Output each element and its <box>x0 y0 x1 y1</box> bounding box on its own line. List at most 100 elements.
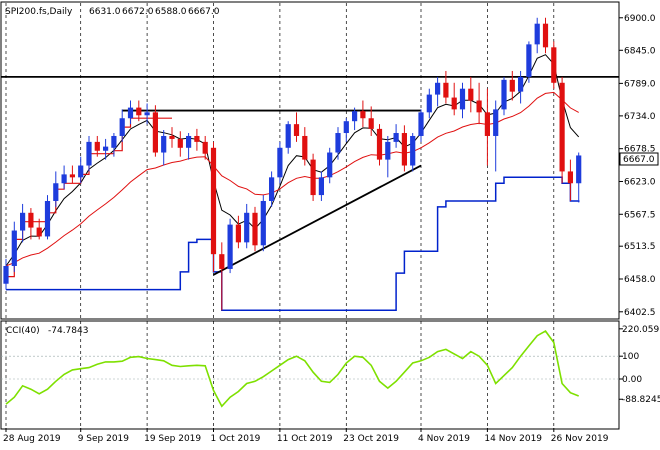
candle-body-18 <box>152 112 158 153</box>
candle-body-47 <box>393 133 399 142</box>
candle-body-25 <box>210 147 217 255</box>
date-label-6: 4 Nov 2019 <box>418 434 470 444</box>
candle-body-12 <box>103 146 109 151</box>
candle-body-3 <box>28 212 34 228</box>
date-label-1: 9 Sep 2019 <box>78 434 130 444</box>
candle-body-45 <box>376 128 383 160</box>
main-panel-frame <box>0 1 620 320</box>
candle-body-7 <box>61 174 67 184</box>
cci-value: -74.7843 <box>48 326 88 336</box>
candle-body-58 <box>484 112 490 136</box>
candle-body-31 <box>260 200 266 246</box>
candle-body-16 <box>136 107 142 116</box>
date-label-2: 19 Sep 2019 <box>144 434 201 444</box>
candle-body-1 <box>11 230 17 266</box>
ohlc-high: 6672.0 <box>122 7 154 17</box>
candle-body-15 <box>127 107 134 119</box>
candle-body-8 <box>69 174 75 178</box>
last-price-tag <box>619 152 659 166</box>
candle-body-69 <box>576 155 582 184</box>
price-tick-label-5: 6678.5 <box>624 145 656 155</box>
rising-trendline <box>213 164 422 276</box>
candle-body-52 <box>435 82 441 95</box>
chart-symbol: SPI200.fs,Daily <box>5 7 73 17</box>
date-label-8: 26 Nov 2019 <box>551 434 609 444</box>
support-channel-line <box>6 176 580 312</box>
candle-body-4 <box>36 227 42 237</box>
candle-body-46 <box>385 141 391 160</box>
vertical-gridlines <box>5 3 555 428</box>
last-price-label: 6667.0 <box>623 155 655 165</box>
candle-body-34 <box>285 124 291 148</box>
candle-body-39 <box>327 152 333 178</box>
fast-moving-average <box>5 54 580 267</box>
price-tick-label-3: 6567.5 <box>624 210 656 220</box>
candle-body-63 <box>526 44 532 77</box>
candle-body-44 <box>368 118 374 129</box>
date-label-7: 14 Nov 2019 <box>484 434 542 444</box>
candle-body-21 <box>177 138 183 148</box>
date-label-3: 1 Oct 2019 <box>211 434 261 444</box>
candle-body-0 <box>3 265 9 284</box>
candle-body-59 <box>493 109 499 136</box>
price-tick-label-0: 6402.5 <box>624 308 656 318</box>
cci-tick-label-0: 220.059 <box>622 325 659 335</box>
date-label-0: 28 Aug 2019 <box>3 434 61 444</box>
candle-body-5 <box>44 200 51 237</box>
candle-body-14 <box>119 118 125 136</box>
candle-body-51 <box>426 94 432 113</box>
price-tick-label-6: 6734.0 <box>624 112 656 122</box>
candle-body-29 <box>244 212 250 243</box>
candle-body-61 <box>509 79 515 92</box>
candle-body-13 <box>111 135 117 148</box>
candle-body-68 <box>567 171 573 184</box>
cci-tick-label-1: 100 <box>622 352 639 362</box>
candle-body-64 <box>534 23 540 45</box>
candle-body-17 <box>144 112 150 116</box>
candle-body-60 <box>501 79 507 110</box>
candle-body-11 <box>94 141 100 151</box>
indicator-panel-frame <box>0 320 620 430</box>
candle-body-32 <box>269 177 275 201</box>
candle-body-66 <box>551 47 557 83</box>
date-label-4: 11 Oct 2019 <box>277 434 333 444</box>
date-label-5: 23 Oct 2019 <box>343 434 399 444</box>
candle-body-33 <box>277 147 283 178</box>
candle-body-30 <box>252 212 258 246</box>
candlestick-series <box>3 17 582 311</box>
date-axis: 28 Aug 2019 9 Sep 2019 19 Sep 2019 1 Oct 20… <box>3 428 609 444</box>
candle-body-42 <box>352 111 358 122</box>
cci-name: CCI(40) <box>6 326 40 336</box>
candle-body-9 <box>78 165 84 178</box>
candle-body-57 <box>476 100 482 113</box>
price-tick-label-8: 6845.0 <box>624 46 656 56</box>
candle-body-10 <box>86 141 92 166</box>
candle-body-56 <box>468 88 474 101</box>
candle-body-40 <box>335 133 341 153</box>
candle-body-48 <box>401 133 407 166</box>
candle-body-37 <box>310 159 316 196</box>
candle-body-50 <box>418 112 424 136</box>
candle-body-20 <box>169 135 175 139</box>
candle-body-62 <box>518 76 524 92</box>
ohlc-low: 6588.0 <box>155 7 187 17</box>
candle-body-2 <box>20 212 26 231</box>
price-tick-label-7: 6789.0 <box>624 79 656 89</box>
cci-indicator <box>1 330 619 408</box>
ohlc-close: 6667.0 <box>188 7 220 17</box>
candle-body-19 <box>161 135 167 153</box>
candle-body-43 <box>360 111 366 119</box>
price-axis: 6402.5 6458.0 6513.5 6567.5 6623.0 6678.5 6734… <box>619 14 660 405</box>
candle-body-23 <box>194 135 200 142</box>
candle-body-27 <box>227 224 233 269</box>
candle-body-54 <box>451 97 457 110</box>
candle-body-26 <box>219 254 225 269</box>
candle-body-22 <box>186 135 192 148</box>
candle-body-49 <box>410 135 416 166</box>
candle-body-55 <box>459 88 466 110</box>
price-tick-label-9: 6900.0 <box>624 14 656 24</box>
price-tick-label-4: 6623.0 <box>624 177 656 187</box>
slow-moving-average <box>5 91 579 267</box>
cci-tick-label-2: 0.00 <box>622 375 642 385</box>
candle-body-35 <box>293 124 300 136</box>
